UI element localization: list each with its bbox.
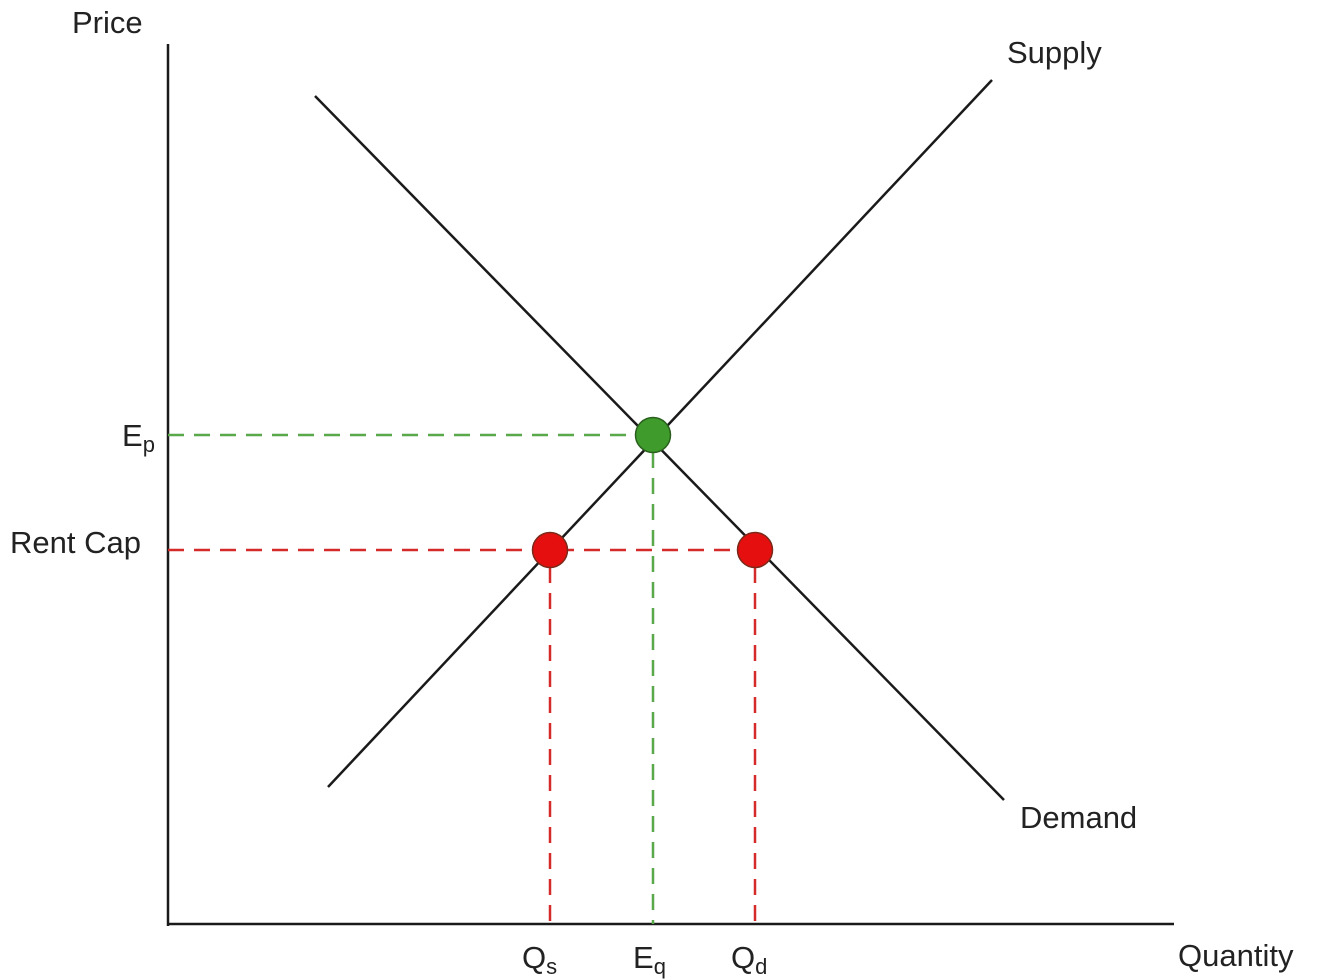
equilibrium-price-label: Ep <box>122 418 155 456</box>
equilibrium-price-main: E <box>122 418 143 453</box>
equilibrium-price-sub: p <box>142 432 155 457</box>
x-axis-label: Quantity <box>1178 938 1294 973</box>
equilibrium-quantity-sub: q <box>653 954 666 979</box>
equilibrium-quantity-label: Eq <box>633 940 666 978</box>
demand-label: Demand <box>1020 800 1138 835</box>
quantity-supplied-sub: s <box>546 954 558 979</box>
quantity-supplied-label: Qs <box>522 940 557 978</box>
y-axis-label: Price <box>72 5 143 40</box>
rent-cap-label: Rent Cap <box>10 525 141 560</box>
equilibrium-quantity-main: E <box>633 940 654 975</box>
quantity-supplied-main: Q <box>522 940 547 975</box>
quantity-demanded-point <box>736 531 774 569</box>
quantity-demanded-label: Qd <box>731 940 767 978</box>
quantity-demanded-sub: d <box>755 954 768 979</box>
quantity-demanded-main: Q <box>731 940 756 975</box>
quantity-supplied-point <box>531 531 569 569</box>
equilibrium-point <box>634 416 672 454</box>
supply-label: Supply <box>1007 35 1102 70</box>
